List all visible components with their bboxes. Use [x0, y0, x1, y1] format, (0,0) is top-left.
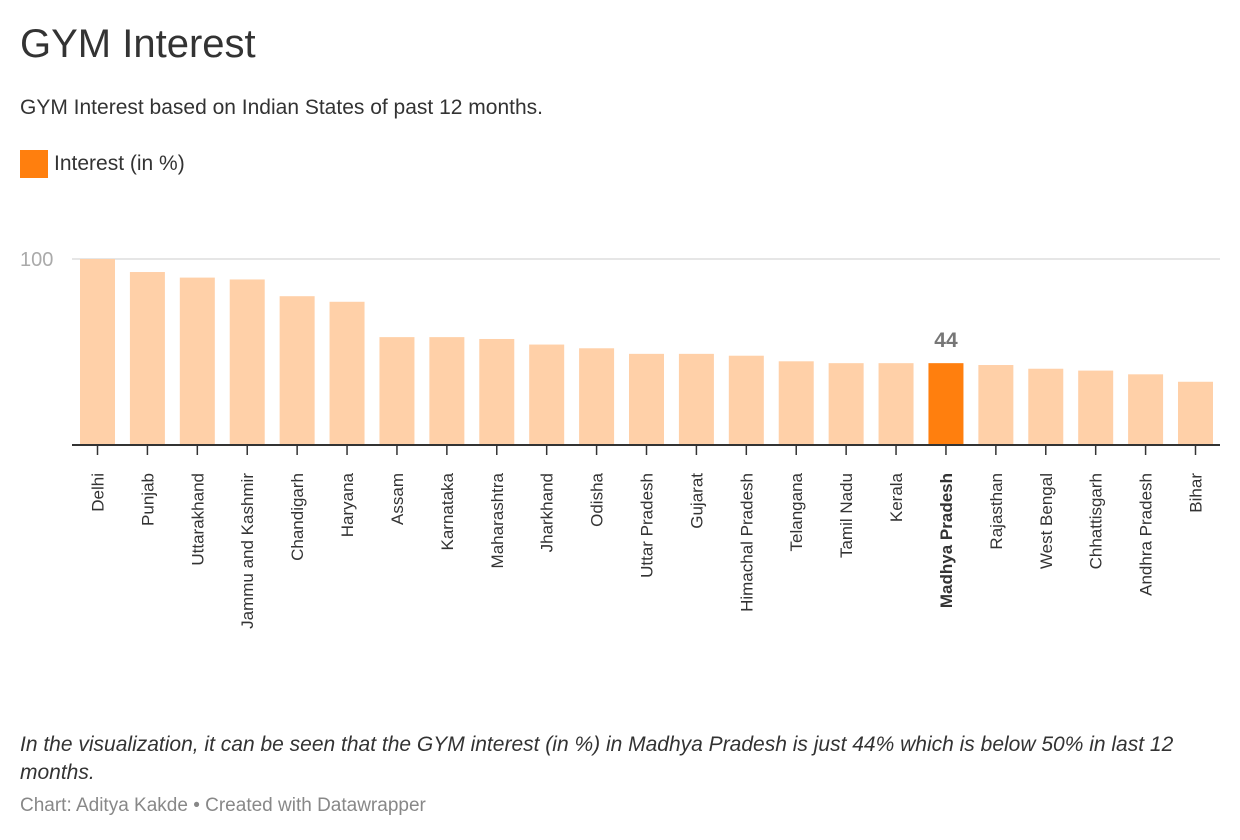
bar-tamil-nadu[interactable] [828, 363, 864, 445]
bar-rajasthan[interactable] [978, 365, 1014, 445]
x-tick-label-bihar: Bihar [1187, 473, 1206, 513]
x-tick-label-punjab: Punjab [138, 473, 157, 526]
legend: Interest (in %) [20, 150, 185, 178]
bar-delhi[interactable] [80, 259, 115, 445]
x-tick-label-tamil-nadu: Tamil Nadu [837, 473, 856, 558]
x-tick-label-karnataka: Karnataka [438, 472, 457, 550]
bar-bihar[interactable] [1178, 381, 1213, 445]
x-tick-label-andhra-pradesh: Andhra Pradesh [1137, 473, 1156, 596]
x-tick-label-maharashtra: Maharashtra [488, 472, 507, 568]
bar-andhra-pradesh[interactable] [1128, 374, 1164, 445]
x-tick-label-odisha: Odisha [588, 472, 607, 526]
highlight-value-label: 44 [934, 329, 958, 352]
bar-karnataka[interactable] [429, 337, 465, 445]
x-tick-label-delhi: Delhi [89, 473, 108, 512]
x-tick-label-rajasthan: Rajasthan [987, 473, 1006, 550]
y-tick-label-100: 100 [20, 249, 53, 271]
axis-layer [72, 444, 1220, 455]
bar-odisha[interactable] [579, 348, 615, 445]
x-tick-label-assam: Assam [388, 473, 407, 525]
x-tick-label-uttar-pradesh: Uttar Pradesh [638, 473, 657, 578]
x-tick-label-jharkhand: Jharkhand [538, 473, 557, 552]
bar-chart: 100 Delhi Punjab Uttarakhand Jammu and Kashm… [20, 249, 1220, 629]
x-tick-label-himachal-pradesh: Himachal Pradesh [737, 473, 756, 612]
x-tick-label-west-bengal: West Bengal [1037, 473, 1056, 569]
labels-layer: 100 Delhi Punjab Uttarakhand Jammu and Kashm… [20, 249, 1206, 629]
bar-punjab[interactable] [129, 272, 165, 445]
bar-jharkhand[interactable] [529, 344, 565, 445]
x-tick-label-telangana: Telangana [787, 472, 806, 551]
x-tick-label-uttarakhand: Uttarakhand [188, 473, 207, 566]
bar-himachal-pradesh[interactable] [728, 355, 764, 445]
x-tick-label-madhya-pradesh: Madhya Pradesh [937, 473, 956, 608]
bar-gujarat[interactable] [678, 353, 714, 445]
bar-madhya-pradesh[interactable] [928, 363, 964, 445]
x-tick-label-haryana: Haryana [338, 472, 357, 537]
legend-label: Interest (in %) [54, 152, 185, 175]
bars-layer [80, 259, 1213, 445]
bar-telangana[interactable] [778, 361, 814, 445]
bar-kerala[interactable] [878, 363, 914, 445]
bar-uttarakhand[interactable] [179, 277, 215, 445]
x-tick-label-chhattisgarh: Chhattisgarh [1087, 473, 1106, 569]
bar-chhattisgarh[interactable] [1078, 370, 1114, 445]
chart-subtitle: GYM Interest based on Indian States of p… [20, 96, 543, 119]
bar-chandigarh[interactable] [279, 296, 315, 445]
chart-title: GYM Interest [20, 22, 256, 66]
x-tick-label-gujarat: Gujarat [687, 473, 706, 529]
bar-assam[interactable] [379, 337, 415, 445]
x-tick-label-kerala: Kerala [887, 472, 906, 522]
bar-uttar-pradesh[interactable] [629, 353, 664, 445]
chart-byline: Chart: Aditya Kakde • Created with Dataw… [20, 795, 426, 816]
bar-haryana[interactable] [329, 301, 365, 445]
x-tick-label-jammu-and-kashmir: Jammu and Kashmir [238, 473, 257, 629]
bar-jammu-and-kashmir[interactable] [229, 279, 265, 445]
bar-maharashtra[interactable] [479, 338, 515, 445]
bar-west-bengal[interactable] [1028, 368, 1064, 445]
chart-notes: In the visualization, it can be seen tha… [20, 733, 1174, 784]
legend-swatch [20, 150, 48, 178]
x-tick-label-chandigarh: Chandigarh [288, 473, 307, 561]
